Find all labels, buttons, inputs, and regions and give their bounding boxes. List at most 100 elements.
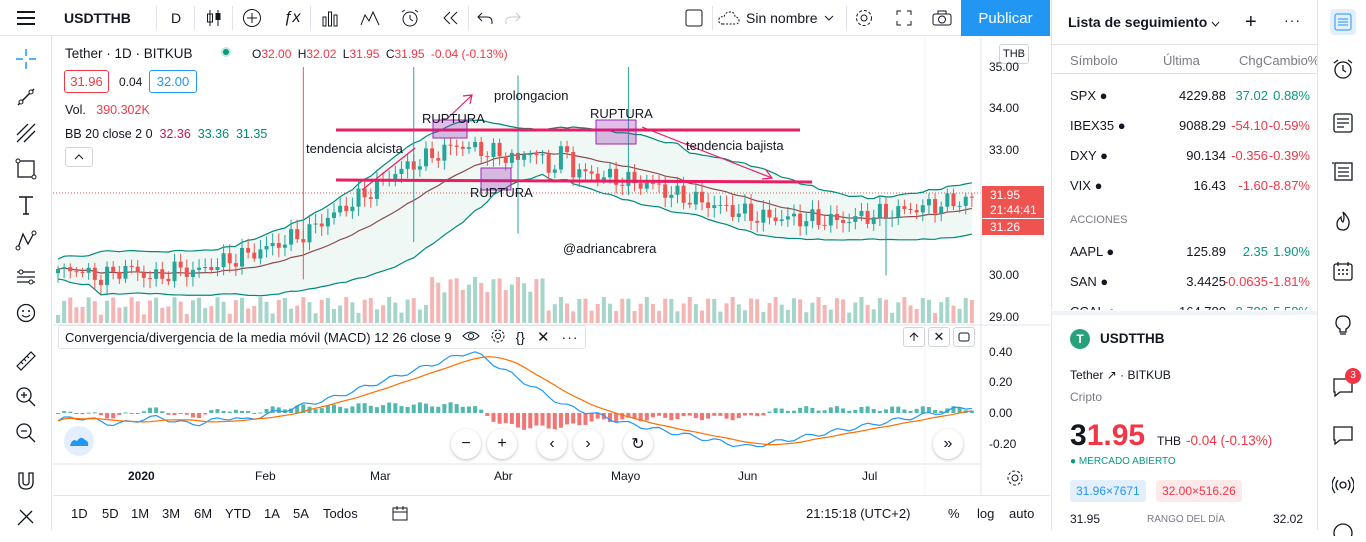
external-link-icon[interactable]: ↗ bbox=[1106, 368, 1117, 382]
data-window-icon[interactable] bbox=[1330, 110, 1356, 136]
watchlist-row[interactable]: IBEX35 ● 9088.29 -54.10 -0.59% bbox=[1052, 110, 1317, 140]
collapse-legend-button[interactable] bbox=[65, 147, 93, 167]
tradingview-logo[interactable] bbox=[64, 426, 94, 456]
sell-price-button[interactable]: 31.96 bbox=[64, 70, 109, 93]
stock-row[interactable]: AAPL ● 125.89 2.35 1.90% bbox=[1052, 236, 1317, 266]
log-toggle[interactable]: log bbox=[977, 505, 995, 521]
layout-grid-icon[interactable] bbox=[680, 0, 708, 36]
settings-icon[interactable] bbox=[490, 328, 506, 347]
zoom-in-icon[interactable] bbox=[13, 384, 39, 410]
macd-histogram-bar bbox=[798, 407, 803, 413]
news-hotlist-icon[interactable] bbox=[1330, 158, 1356, 184]
candle-style-icon[interactable] bbox=[200, 0, 228, 36]
source-code-icon[interactable]: {} bbox=[515, 329, 525, 345]
range-todos[interactable]: Todos bbox=[323, 505, 358, 521]
templates-icon[interactable] bbox=[356, 0, 384, 36]
replay-icon[interactable] bbox=[436, 0, 464, 36]
maximize-pane-icon[interactable] bbox=[953, 327, 975, 347]
range-6m[interactable]: 6M bbox=[194, 505, 213, 521]
reset-chart-button[interactable]: ↻ bbox=[623, 429, 653, 459]
stock-row[interactable]: SAN ● 3.4425 -0.0635 -1.81% bbox=[1052, 266, 1317, 296]
fib-tools-icon[interactable] bbox=[13, 120, 39, 146]
chart-pane[interactable] bbox=[53, 37, 1050, 495]
menu-icon[interactable] bbox=[6, 0, 46, 36]
add-indicator-icon[interactable] bbox=[238, 0, 266, 36]
zoom-out-icon[interactable] bbox=[13, 420, 39, 446]
undo-icon[interactable] bbox=[472, 0, 498, 36]
zoom-out-button[interactable]: − bbox=[451, 429, 481, 459]
axis-settings-icon[interactable] bbox=[1006, 469, 1024, 490]
streams-icon[interactable] bbox=[1330, 472, 1356, 498]
change-value: -1.60 bbox=[1238, 178, 1268, 193]
trendline-icon[interactable] bbox=[13, 84, 39, 110]
settings-gear-icon[interactable] bbox=[850, 0, 878, 36]
watchlist-row[interactable]: SPX ● 4229.88 37.02 0.88% bbox=[1052, 80, 1317, 110]
close-pane-icon[interactable]: ✕ bbox=[928, 327, 950, 347]
percent-toggle[interactable]: % bbox=[948, 505, 960, 521]
range-ytd[interactable]: YTD bbox=[225, 505, 251, 521]
detail-symbol[interactable]: USDTTHB bbox=[1100, 331, 1165, 346]
watchlist-row[interactable]: VIX ● 16.43 -1.60 -8.87% bbox=[1052, 170, 1317, 200]
more-options-icon[interactable]: ··· bbox=[1284, 12, 1301, 28]
change-value: -0.356 bbox=[1231, 148, 1268, 163]
macd-histogram-bar bbox=[779, 408, 784, 413]
interval-button[interactable]: D bbox=[170, 10, 182, 26]
stock-row[interactable]: CCAL ● 164.780 8.780 5.58% bbox=[1052, 296, 1317, 310]
shape-rectangle-icon[interactable] bbox=[13, 156, 39, 182]
time-tick: Jul bbox=[862, 469, 878, 483]
range-1m[interactable]: 1M bbox=[131, 505, 150, 521]
range-5d[interactable]: 5D bbox=[102, 505, 119, 521]
pattern-tool-icon[interactable] bbox=[13, 228, 39, 254]
eye-icon[interactable] bbox=[461, 330, 480, 345]
watchlist-icon[interactable] bbox=[1330, 9, 1356, 35]
volume-bar bbox=[730, 297, 735, 323]
scroll-left-button[interactable]: ‹ bbox=[537, 429, 567, 459]
symbol-search-button[interactable]: USDTTHB bbox=[64, 10, 131, 26]
candle-body bbox=[197, 267, 202, 270]
text-tool-icon[interactable] bbox=[13, 192, 39, 218]
layout-name-dropdown[interactable]: Sin nombre bbox=[718, 0, 848, 36]
range-3m[interactable]: 3M bbox=[162, 505, 181, 521]
buy-price-button[interactable]: 32.00 bbox=[149, 70, 197, 93]
watchlist-title[interactable]: Lista de seguimiento bbox=[1068, 14, 1220, 30]
prediction-tool-icon[interactable] bbox=[13, 264, 39, 290]
remove-icon[interactable]: ✕ bbox=[536, 329, 550, 346]
macd-histogram-bar bbox=[785, 410, 790, 413]
date-range-icon[interactable] bbox=[391, 504, 409, 525]
timezone-clock[interactable]: 21:15:18 (UTC+2) bbox=[806, 505, 911, 521]
range-5a[interactable]: 5A bbox=[293, 505, 309, 521]
emoji-icon[interactable] bbox=[13, 300, 39, 326]
calendar-icon[interactable] bbox=[1330, 258, 1356, 284]
volume-bar bbox=[558, 297, 563, 323]
scroll-right-button[interactable]: › bbox=[573, 429, 603, 459]
auto-toggle[interactable]: auto bbox=[1009, 505, 1035, 521]
move-pane-up-icon[interactable] bbox=[903, 327, 925, 347]
lock-drawings-icon[interactable] bbox=[13, 504, 39, 530]
macd-histogram-bar bbox=[289, 408, 294, 413]
redo-icon[interactable] bbox=[500, 0, 526, 36]
range-1d[interactable]: 1D bbox=[71, 505, 88, 521]
currency-label[interactable]: THB bbox=[999, 44, 1029, 64]
indicators-fx-icon[interactable]: ƒx bbox=[283, 9, 301, 26]
camera-icon[interactable] bbox=[928, 0, 956, 36]
messages-icon[interactable] bbox=[1330, 422, 1356, 448]
zoom-in-button[interactable]: + bbox=[487, 429, 517, 459]
magnet-icon[interactable] bbox=[13, 468, 39, 494]
candle-body bbox=[374, 180, 379, 199]
ideas-lightbulb-icon[interactable] bbox=[1330, 312, 1356, 338]
candle-body bbox=[595, 173, 600, 181]
help-icon[interactable] bbox=[1330, 516, 1356, 542]
crosshair-icon[interactable] bbox=[13, 46, 39, 72]
bar-chart-icon[interactable] bbox=[316, 0, 344, 36]
watchlist-row[interactable]: DXY ● 90.134 -0.356 -0.39% bbox=[1052, 140, 1317, 170]
fullscreen-icon[interactable] bbox=[890, 0, 918, 36]
ruler-icon[interactable] bbox=[13, 348, 39, 374]
hotlists-flame-icon[interactable] bbox=[1330, 208, 1356, 234]
add-symbol-icon[interactable]: + bbox=[1245, 11, 1257, 33]
more-icon[interactable]: ··· bbox=[561, 329, 579, 345]
alerts-clock-icon[interactable] bbox=[1330, 56, 1356, 82]
alert-clock-icon[interactable] bbox=[396, 0, 424, 36]
publish-button[interactable]: Publicar bbox=[961, 0, 1050, 36]
scroll-to-realtime-button[interactable]: » bbox=[933, 429, 963, 459]
range-1a[interactable]: 1A bbox=[264, 505, 280, 521]
